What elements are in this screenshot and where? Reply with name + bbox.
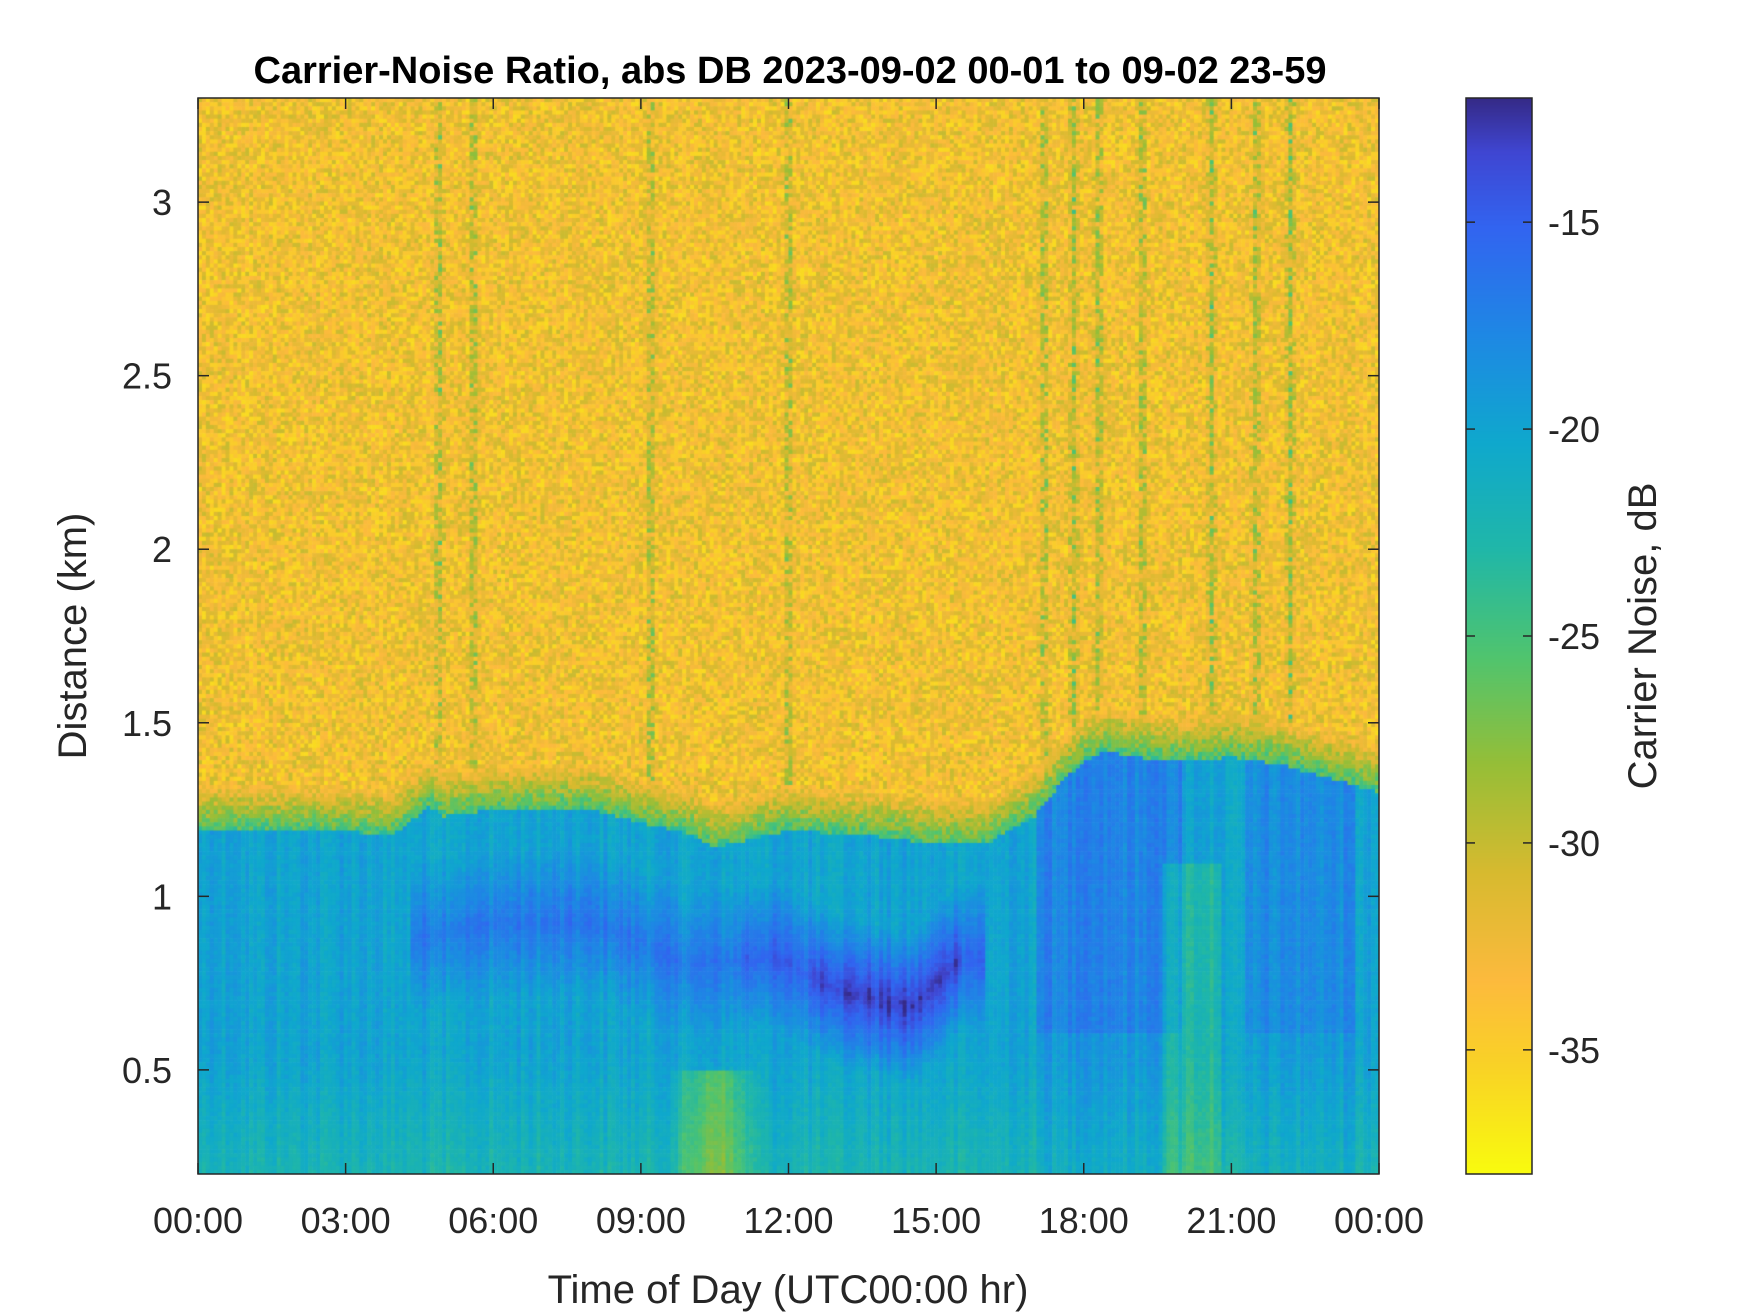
y-tick-label: 3	[152, 182, 172, 223]
x-tick-label: 00:00	[1334, 1200, 1424, 1241]
y-tick-label: 1	[152, 876, 172, 917]
colorbar-tick-label: -25	[1548, 616, 1600, 657]
colorbar-ticks: -15 -20 -25 -30 -35	[1466, 202, 1600, 1071]
chart-title: Carrier-Noise Ratio, abs DB 2023-09-02 0…	[254, 50, 1327, 92]
colorbar-tick-label: -20	[1548, 409, 1600, 450]
colorbar-tick-label: -35	[1548, 1030, 1600, 1071]
colorbar-tick-label: -30	[1548, 823, 1600, 864]
colorbar	[1465, 97, 1533, 1175]
y-tick-label: 2	[152, 529, 172, 570]
x-tick-label: 00:00	[153, 1200, 243, 1241]
heatmap-plot-area	[198, 98, 1379, 1174]
x-tick-label: 21:00	[1186, 1200, 1276, 1241]
y-axis-label: Distance (km)	[51, 513, 95, 760]
colorbar-tick-label: -15	[1548, 202, 1600, 243]
colorbar-gradient	[1466, 98, 1532, 1174]
x-tick-label: 09:00	[596, 1200, 686, 1241]
x-tick-label: 18:00	[1039, 1200, 1129, 1241]
x-tick-label: 03:00	[301, 1200, 391, 1241]
axes-ticks: 00:00 03:00 06:00 09:00 12:00 15:00 18:00 21:00…	[122, 97, 1424, 1241]
heatmap-canvas	[198, 98, 1379, 1174]
x-axis-label: Time of Day (UTC00:00 hr)	[548, 1268, 1029, 1312]
colorbar-label: Carrier Noise, dB	[1621, 483, 1665, 790]
y-tick-label: 0.5	[122, 1050, 172, 1091]
x-tick-label: 15:00	[891, 1200, 981, 1241]
y-tick-label: 2.5	[122, 356, 172, 397]
x-tick-label: 06:00	[448, 1200, 538, 1241]
y-tick-label: 1.5	[122, 703, 172, 744]
x-tick-label: 12:00	[743, 1200, 833, 1241]
